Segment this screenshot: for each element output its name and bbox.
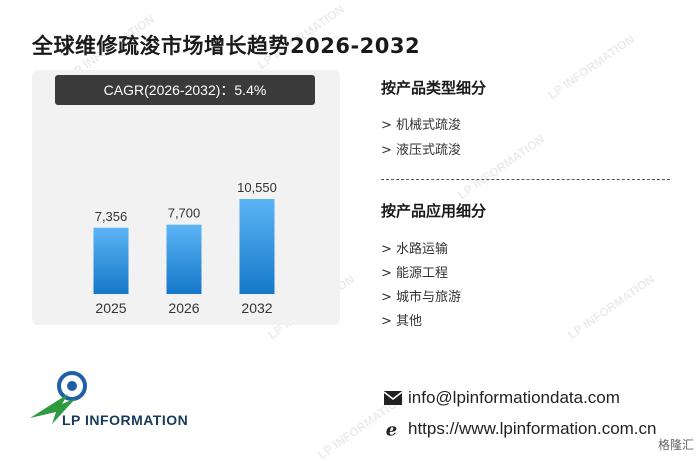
watermark: LP INFORMATION [565, 271, 657, 343]
website-text: https://www.lpinformation.com.cn [408, 419, 657, 438]
x-tick-label: 2025 [95, 300, 126, 316]
bar-value-label: 10,550 [237, 180, 277, 195]
email-text: info@lpinformationdata.com [408, 388, 620, 407]
logo-text: LP INFORMATION [62, 412, 189, 428]
cagr-badge: CAGR(2026-2032)：5.4% [55, 75, 315, 105]
segment-application-item: > 城市与旅游 [381, 290, 462, 305]
bar [239, 199, 275, 294]
page-title: 全球维修疏浚市场增长趋势2026-2032 [32, 34, 421, 58]
segment-application-item: > 能源工程 [381, 266, 449, 281]
contact-website[interactable]: e https://www.lpinformation.com.cn [383, 419, 657, 439]
watermark: LP INFORMATION [455, 131, 547, 203]
envelope-icon [383, 391, 403, 405]
x-tick-label: 2026 [168, 300, 199, 316]
bar-value-label: 7,356 [95, 209, 128, 224]
bar-value-label: 7,700 [168, 206, 201, 221]
bar-chart: 7,356 2025 7,700 2026 10,550 2032 [93, 180, 277, 316]
corner-badge: 格隆汇 [657, 438, 694, 452]
lp-logo-icon [30, 371, 87, 424]
bar [166, 224, 202, 294]
segment-type-item: > 机械式疏浚 [381, 118, 462, 133]
watermark: LP INFORMATION [545, 31, 637, 103]
x-tick-label: 2032 [241, 300, 272, 316]
segment-application-title: 按产品应用细分 [381, 202, 487, 220]
segment-application-item: > 其他 [381, 314, 423, 329]
segment-type-item: > 液压式疏浚 [381, 143, 462, 158]
svg-text:e: e [386, 420, 397, 438]
section-divider [381, 179, 670, 180]
segment-application-item: > 水路运输 [381, 242, 449, 257]
bar [93, 227, 129, 294]
segment-type-title: 按产品类型细分 [381, 79, 487, 97]
browser-e-icon: e [386, 420, 397, 438]
contact-email[interactable]: info@lpinformationdata.com [383, 388, 620, 408]
